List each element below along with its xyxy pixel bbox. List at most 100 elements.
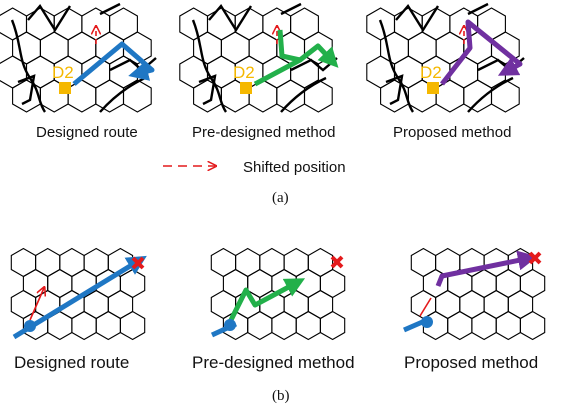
caption-a-pre-designed: Pre-designed method (192, 124, 336, 141)
hex-cell (39, 31, 69, 65)
hex-cell (283, 247, 309, 278)
hex-cell (248, 79, 278, 113)
start-dot (224, 319, 236, 331)
node-square (240, 82, 252, 94)
hex-cell (235, 247, 261, 278)
hex-cell (10, 247, 37, 278)
panel-a-designed-route: D2 (0, 2, 157, 113)
hex-cell (319, 310, 346, 341)
node-square (59, 82, 71, 94)
pre-designed-arrow-head (298, 43, 339, 68)
hex-cell (471, 310, 497, 341)
designed-route-arrow (72, 41, 155, 86)
hex-cell (109, 7, 138, 41)
hex-cell (276, 79, 306, 113)
shift-arrow (29, 288, 44, 321)
target-x-icon (330, 255, 344, 269)
hex-cell (410, 247, 437, 278)
hex-cell (283, 289, 309, 320)
hex-cell (410, 289, 437, 320)
hex-cell (95, 79, 125, 113)
hex-cell (519, 310, 546, 341)
hex-cell (295, 310, 321, 341)
pre-designed-arrow-2 (225, 278, 306, 328)
node-label: D2 (52, 63, 74, 82)
caption-a-proposed: Proposed method (393, 124, 512, 141)
hex-cell (471, 268, 497, 299)
hex-cell (259, 247, 285, 278)
hex-cell (193, 79, 222, 113)
hex-cell (463, 79, 493, 113)
hex-cell (22, 268, 49, 299)
hex-cell (447, 310, 473, 341)
road-curves (378, 2, 525, 113)
target-x-icon (528, 251, 542, 265)
hex-grid (10, 247, 146, 341)
hex-cell (319, 268, 346, 299)
hex-cell (206, 55, 236, 89)
hex-cell (483, 289, 509, 320)
hex-cell (407, 31, 437, 65)
caption-b-pre-designed: Pre-designed method (192, 353, 355, 372)
legend-shifted-position: Shifted position (243, 159, 346, 176)
node-label: D2 (233, 63, 255, 82)
hex-cell (12, 79, 41, 113)
road-curves (191, 2, 338, 113)
caption-a-designed: Designed route (36, 124, 138, 141)
hex-cell (248, 31, 278, 65)
hex-cell (71, 310, 97, 341)
subfigure-label-a: (a) (272, 190, 289, 206)
hex-cell (47, 268, 73, 299)
panel-b-proposed (403, 247, 546, 341)
hex-cell (380, 79, 409, 113)
proposed-arrow (435, 250, 538, 287)
hex-cell (295, 268, 321, 299)
shift-arrow (419, 297, 432, 317)
start-dot (421, 316, 433, 328)
panel-a-pre-designed: D2 (179, 2, 339, 113)
hex-cell (25, 55, 55, 89)
hex-cell (495, 268, 521, 299)
hex-cell (507, 289, 534, 320)
hex-cell (271, 310, 297, 341)
caption-b-designed: Designed route (14, 353, 130, 372)
hex-cell (519, 268, 546, 299)
hex-cell (122, 79, 152, 113)
hex-cell (307, 289, 334, 320)
hex-cell (59, 247, 85, 278)
hex-cell (67, 31, 97, 65)
hex-cell (83, 247, 109, 278)
hex-cell (435, 289, 461, 320)
start-dot (24, 320, 36, 332)
hex-cell (210, 247, 237, 278)
hex-cell (119, 268, 146, 299)
node-label: D2 (420, 63, 442, 82)
hex-cell (67, 79, 97, 113)
pre-designed-arrow (253, 29, 303, 87)
hex-cell (247, 268, 273, 299)
hex-cell (393, 55, 423, 89)
hex-cell (119, 310, 146, 341)
target-x-icon (131, 256, 145, 270)
panel-b-designed-route (10, 247, 147, 341)
hex-cell (495, 310, 521, 341)
proposed-arrow (440, 19, 523, 86)
hex-cell (490, 79, 520, 113)
subfigure-label-b: (b) (272, 388, 290, 404)
hex-cell (290, 7, 319, 41)
hex-cell (303, 79, 333, 113)
hex-cell (459, 289, 485, 320)
hex-cell (107, 289, 134, 320)
hex-cell (307, 247, 334, 278)
hex-grid (210, 247, 346, 341)
hex-cell (95, 310, 121, 341)
panel-b-pre-designed (210, 247, 346, 341)
node-square (427, 82, 439, 94)
panel-a-proposed: D2 (366, 2, 525, 113)
hex-cell (35, 247, 61, 278)
hex-cell (220, 31, 250, 65)
hex-cell (247, 310, 273, 341)
hex-cell (435, 79, 465, 113)
caption-b-proposed: Proposed method (404, 353, 539, 372)
